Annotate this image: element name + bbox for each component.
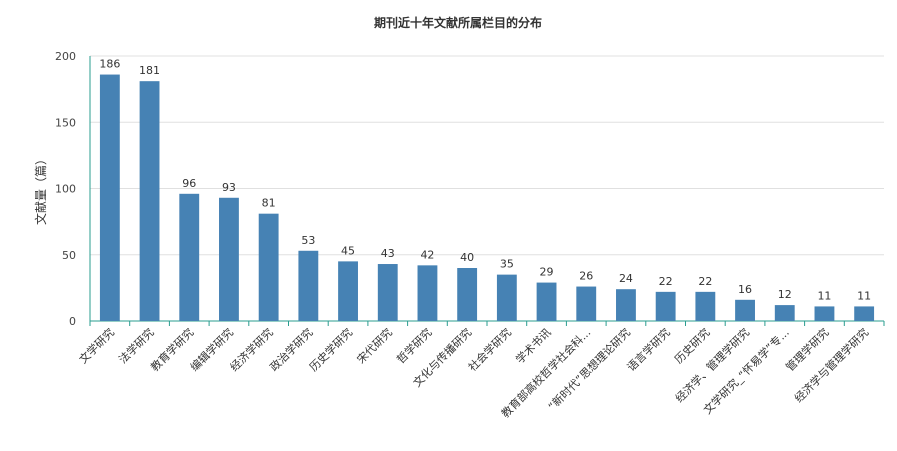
bar-value-label: 12 bbox=[778, 288, 792, 301]
bar-value-label: 45 bbox=[341, 244, 355, 257]
chart-title: 期刊近十年文献所属栏目的分布 bbox=[374, 15, 542, 30]
bar[interactable] bbox=[854, 306, 875, 321]
bar[interactable] bbox=[179, 193, 200, 321]
bar[interactable] bbox=[417, 265, 438, 321]
bar-value-label: 22 bbox=[698, 275, 712, 288]
x-category-label: 社会学研究 bbox=[465, 325, 514, 374]
y-tick-label: 0 bbox=[69, 315, 76, 328]
bar-value-label: 29 bbox=[540, 266, 554, 279]
bar-value-label: 42 bbox=[420, 248, 434, 261]
bar[interactable] bbox=[258, 213, 279, 321]
bar-value-label: 22 bbox=[659, 275, 673, 288]
bar[interactable] bbox=[735, 299, 755, 321]
bar-value-label: 35 bbox=[500, 258, 514, 271]
bar-value-label: 93 bbox=[222, 181, 236, 194]
bar[interactable] bbox=[774, 305, 795, 321]
bar-value-label: 40 bbox=[460, 251, 474, 264]
bar-value-label: 96 bbox=[182, 177, 196, 190]
bar-value-label: 186 bbox=[99, 58, 120, 71]
bar[interactable] bbox=[695, 291, 716, 321]
x-category-label: 经济学、管理学研究 bbox=[672, 325, 752, 405]
y-axis-label: 文献量（篇） bbox=[33, 153, 48, 225]
bar[interactable] bbox=[496, 274, 517, 321]
bar[interactable] bbox=[219, 197, 239, 321]
bar[interactable] bbox=[536, 282, 557, 321]
x-category-label: 历史学研究 bbox=[306, 325, 355, 374]
bar[interactable] bbox=[338, 261, 358, 321]
bar-value-label: 11 bbox=[817, 289, 831, 302]
x-category-label: 宋代研究 bbox=[354, 325, 395, 366]
bar-value-label: 16 bbox=[738, 283, 752, 296]
y-tick-label: 100 bbox=[55, 183, 76, 196]
bar-value-label: 53 bbox=[301, 234, 315, 247]
bar[interactable] bbox=[139, 81, 160, 321]
x-category-label: 语言学研究 bbox=[624, 325, 673, 374]
x-category-label: 法学研究 bbox=[116, 325, 157, 366]
y-tick-label: 150 bbox=[55, 116, 76, 129]
x-category-label: 文学研究 bbox=[76, 325, 117, 366]
x-category-label: 学术书讯 bbox=[513, 325, 554, 366]
bar[interactable] bbox=[377, 264, 398, 321]
bar[interactable] bbox=[655, 291, 676, 321]
y-tick-label: 200 bbox=[55, 50, 76, 63]
bar-value-label: 24 bbox=[619, 272, 633, 285]
bar[interactable] bbox=[99, 74, 120, 321]
bar[interactable] bbox=[616, 289, 636, 321]
bars bbox=[99, 74, 875, 321]
x-category-label: 经济学与管理学研究 bbox=[791, 325, 871, 405]
y-tick-label: 50 bbox=[62, 249, 76, 262]
bar-value-label: 81 bbox=[262, 197, 276, 210]
grid-lines bbox=[90, 55, 884, 256]
bar-value-label: 43 bbox=[381, 247, 395, 260]
bar[interactable] bbox=[814, 306, 835, 321]
bar[interactable] bbox=[576, 286, 597, 321]
bar[interactable] bbox=[457, 268, 478, 321]
x-category-label: 哲学研究 bbox=[394, 325, 435, 366]
bar[interactable] bbox=[298, 250, 319, 321]
bar-value-label: 11 bbox=[857, 289, 871, 302]
x-category-label: 历史研究 bbox=[671, 325, 712, 366]
bar-value-label: 181 bbox=[139, 64, 160, 77]
bar-value-label: 26 bbox=[579, 270, 593, 283]
value-labels: 186 181 96 93 81 53 45 43 42 40 35 29 26 24 22 22 16 12 11… bbox=[99, 58, 871, 303]
